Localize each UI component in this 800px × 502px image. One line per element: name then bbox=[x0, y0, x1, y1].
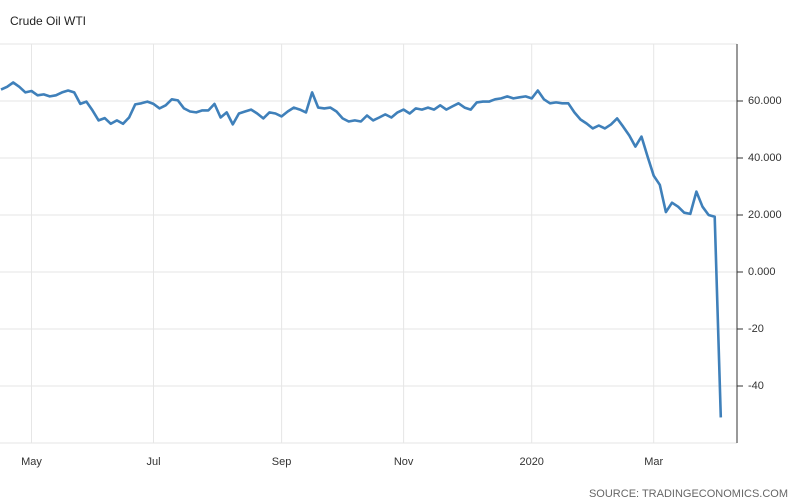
x-tick-label: 2020 bbox=[519, 456, 543, 468]
y-tick-label: 0.000 bbox=[748, 266, 776, 278]
x-tick-label: Nov bbox=[394, 456, 414, 468]
x-tick-label: Jul bbox=[146, 456, 160, 468]
price-line bbox=[0, 81, 723, 418]
y-tick-label: 60.000 bbox=[748, 95, 782, 107]
x-tick-label: Mar bbox=[644, 456, 663, 468]
chart-title: Crude Oil WTI bbox=[10, 14, 86, 28]
y-tick-label: -40 bbox=[748, 380, 764, 392]
y-tick-label: 40.000 bbox=[748, 152, 782, 164]
x-tick-label: May bbox=[21, 456, 42, 468]
y-tick-label: 20.000 bbox=[748, 209, 782, 221]
source-note: SOURCE: TRADINGECONOMICS.COM bbox=[589, 488, 788, 500]
x-tick-label: Sep bbox=[272, 456, 292, 468]
y-tick-label: -20 bbox=[748, 323, 764, 335]
